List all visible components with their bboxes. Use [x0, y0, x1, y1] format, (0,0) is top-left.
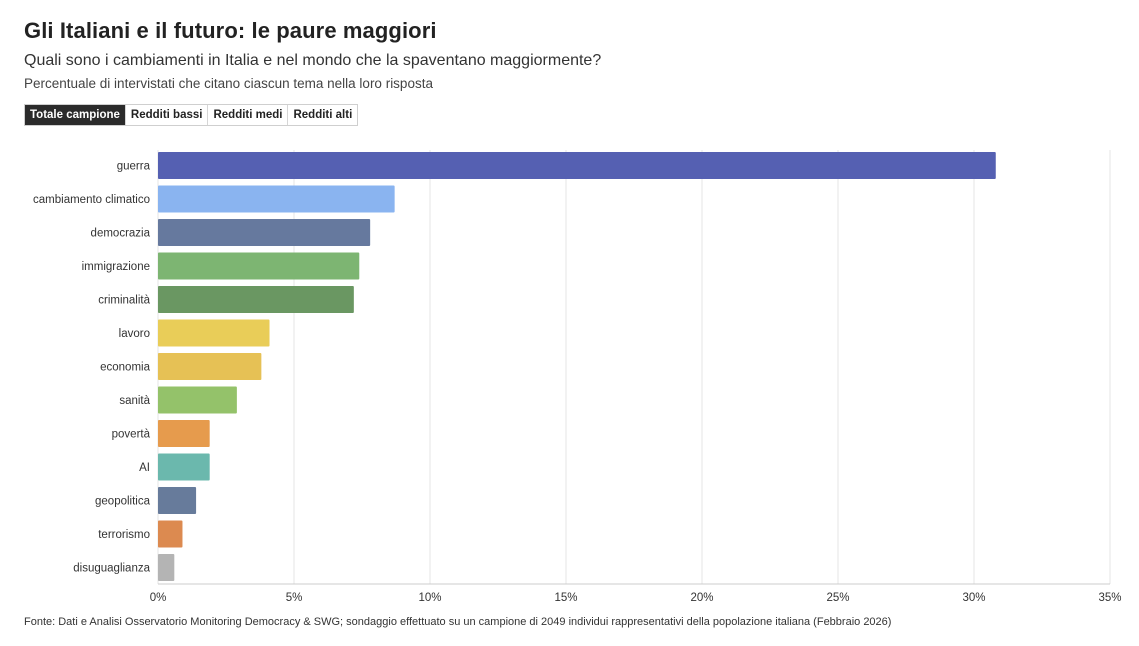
bar-chart: 0% 5% 10% 15% 20% 25% 30% 35% guerra cambiamento … [33, 150, 1122, 604]
category-label: AI [139, 462, 150, 474]
tab-totale-campione[interactable]: Totale campione [25, 105, 126, 125]
tab-redditi-medi[interactable]: Redditi medi [208, 105, 289, 125]
category-label: disuguaglianza [73, 563, 150, 575]
bar-economia[interactable] [158, 353, 262, 380]
category-label: povertà [112, 429, 151, 441]
category-label: lavoro [119, 328, 150, 340]
bar-sanità[interactable] [158, 386, 237, 414]
chart-subtitle: Quali sono i cambiamenti in Italia e nel… [24, 52, 602, 69]
chart-note: Percentuale di intervistati che citano c… [24, 76, 433, 91]
category-label: geopolitica [95, 496, 151, 508]
category-label: immigrazione [82, 261, 150, 273]
bar-lavoro[interactable] [158, 319, 270, 347]
bar-geopolitica[interactable] [158, 487, 197, 514]
bar-guerra[interactable] [158, 152, 996, 179]
x-tick-label: 25% [826, 592, 849, 604]
category-label: democrazia [91, 228, 151, 240]
x-tick-label: 30% [962, 592, 985, 604]
x-tick-label: 20% [690, 592, 713, 604]
bar-disuguaglianza[interactable] [158, 554, 175, 581]
bar-povertà[interactable] [158, 420, 210, 447]
bar-democrazia[interactable] [158, 219, 371, 246]
bar-AI[interactable] [158, 453, 210, 481]
tab-redditi-bassi[interactable]: Redditi bassi [125, 105, 209, 125]
category-label: sanità [119, 395, 150, 407]
category-label: criminalità [98, 295, 150, 307]
x-tick-label: 35% [1098, 592, 1121, 604]
category-label: guerra [117, 161, 151, 173]
bar-immigrazione[interactable] [158, 252, 360, 280]
category-label: cambiamento climatico [33, 194, 150, 206]
category-label: economia [100, 362, 150, 374]
x-tick-label: 0% [150, 592, 167, 604]
x-tick-label: 10% [418, 592, 441, 604]
x-tick-label: 5% [286, 592, 303, 604]
chart-title: Gli Italiani e il futuro: le paure maggi… [24, 18, 437, 43]
bar-cambiamento-climatico[interactable] [158, 185, 395, 213]
bar-criminalità[interactable] [158, 286, 354, 313]
filter-tabs: Totale campione Redditi bassi Redditi me… [24, 104, 359, 126]
x-tick-label: 15% [554, 592, 577, 604]
tab-redditi-alti[interactable]: Redditi alti [288, 105, 358, 125]
bar-terrorismo[interactable] [158, 520, 183, 548]
source-note: Fonte: Dati e Analisi Osservatorio Monit… [24, 616, 892, 628]
category-label: terrorismo [98, 529, 150, 541]
